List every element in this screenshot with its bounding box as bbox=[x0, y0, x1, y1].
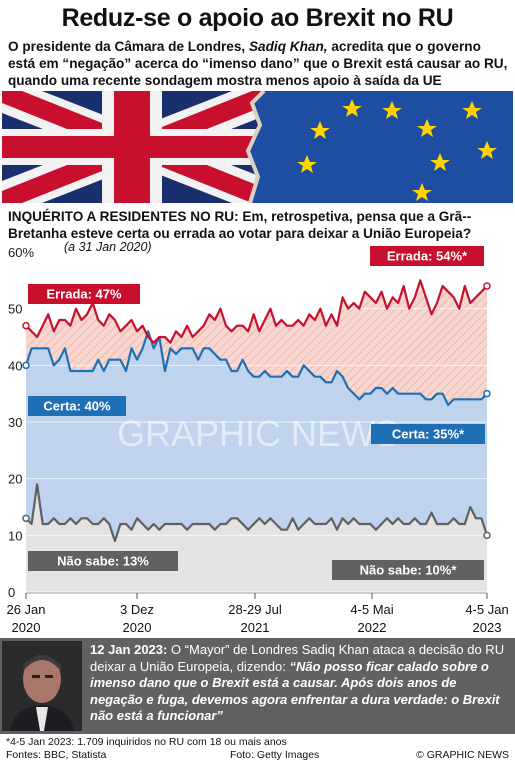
x-tick-label-year: 2022 bbox=[358, 620, 387, 635]
x-tick-label-year: 2020 bbox=[12, 620, 41, 635]
subtitle-part-b: acredita que o governo está em “negação”… bbox=[8, 39, 508, 88]
series-start-point-errada bbox=[22, 321, 30, 330]
y-top-label: 60% bbox=[8, 245, 34, 260]
union-eu-flag-illustration bbox=[2, 91, 513, 203]
as-of-note: (a 31 Jan 2020) bbox=[64, 240, 152, 254]
y-tick-label: 10 bbox=[8, 528, 22, 543]
quote-panel bbox=[0, 638, 515, 734]
footnote: *4-5 Jan 2023: 1.709 inquiridos no RU co… bbox=[6, 736, 287, 748]
errada-start-label-text: Errada: 47% bbox=[46, 287, 122, 302]
quote-body: “Não posso ficar calado sobre o imenso d… bbox=[90, 658, 500, 724]
series-end-point-certa bbox=[483, 389, 491, 398]
series-line-nao_sabe bbox=[25, 483, 489, 543]
x-tick-label: 3 Dez bbox=[120, 602, 154, 617]
y-tick-label: 50 bbox=[8, 302, 22, 317]
nao-sabe-end-label-box bbox=[332, 560, 484, 580]
subtitle-part-a: O presidente da Câmara de Londres, bbox=[8, 39, 249, 54]
nao-sabe-start-label-box bbox=[28, 551, 178, 571]
series-start-point-certa bbox=[22, 361, 30, 370]
series-start-point-nao_sabe bbox=[22, 514, 30, 523]
subtitle-name: Sadiq Khan, bbox=[248, 39, 328, 54]
y-tick-label: 30 bbox=[8, 415, 22, 430]
certa-start-label-text: Certa: 40% bbox=[43, 399, 111, 414]
certa-end-label-box bbox=[371, 424, 485, 444]
flags-image bbox=[2, 91, 513, 203]
quote-text: 12 Jan 2023: O “Mayor” de Londres Sadiq … bbox=[90, 642, 510, 725]
quote-date: 12 Jan 2023: bbox=[90, 642, 168, 657]
page-title: Reduz-se o apoio ao Brexit no RU bbox=[61, 4, 454, 32]
series-line-errada bbox=[25, 279, 488, 344]
series-end-point-nao_sabe bbox=[483, 531, 491, 540]
x-tick-label: 28-29 Jul bbox=[228, 602, 282, 617]
y-tick-label: 40 bbox=[8, 358, 22, 373]
x-tick-label-year: 2021 bbox=[241, 620, 270, 635]
poll-chart: GRAPHIC NEWS 0 10 20 30 40 50 60% 26 Jan 2020 3 … bbox=[6, 245, 508, 635]
watermark: GRAPHIC NEWS bbox=[117, 413, 399, 454]
certa-area bbox=[26, 331, 487, 541]
y-tick-label: 0 bbox=[8, 585, 15, 600]
photo-credit: Foto: Getty Images bbox=[230, 749, 320, 761]
subtitle: O presidente da Câmara de Londres, Sadiq… bbox=[8, 38, 508, 89]
nao-sabe-end-label-text: Não sabe: 10%* bbox=[360, 563, 458, 578]
errada-start-label-box bbox=[28, 284, 140, 304]
x-tick-label: 26 Jan bbox=[6, 602, 45, 617]
errada-end-label-text: Errada: 54%* bbox=[387, 249, 468, 264]
nao-sabe-start-label-text: Não sabe: 13% bbox=[57, 554, 149, 569]
sadiq-khan-photo bbox=[2, 641, 82, 731]
errada-end-label-box bbox=[370, 246, 484, 266]
sources: Fontes: BBC, Statista bbox=[6, 749, 107, 761]
y-tick-label: 20 bbox=[8, 472, 22, 487]
x-tick-label: 4-5 Mai bbox=[350, 602, 393, 617]
survey-question: INQUÉRITO A RESIDENTES NO RU: Em, retros… bbox=[8, 209, 472, 241]
x-tick-label-year: 2020 bbox=[123, 620, 152, 635]
certa-end-label-text: Certa: 35%* bbox=[392, 427, 465, 442]
certa-start-label-box bbox=[28, 396, 126, 416]
x-tick-label-year: 2023 bbox=[473, 620, 502, 635]
series-end-point-errada bbox=[483, 282, 491, 290]
series-line-certa bbox=[24, 330, 488, 407]
brand-credit: © GRAPHIC NEWS bbox=[416, 749, 509, 761]
quote-intro: O “Mayor” de Londres Sadiq Khan ataca a … bbox=[90, 642, 505, 674]
errada-area bbox=[26, 280, 487, 405]
x-tick-label: 4-5 Jan bbox=[465, 602, 508, 617]
